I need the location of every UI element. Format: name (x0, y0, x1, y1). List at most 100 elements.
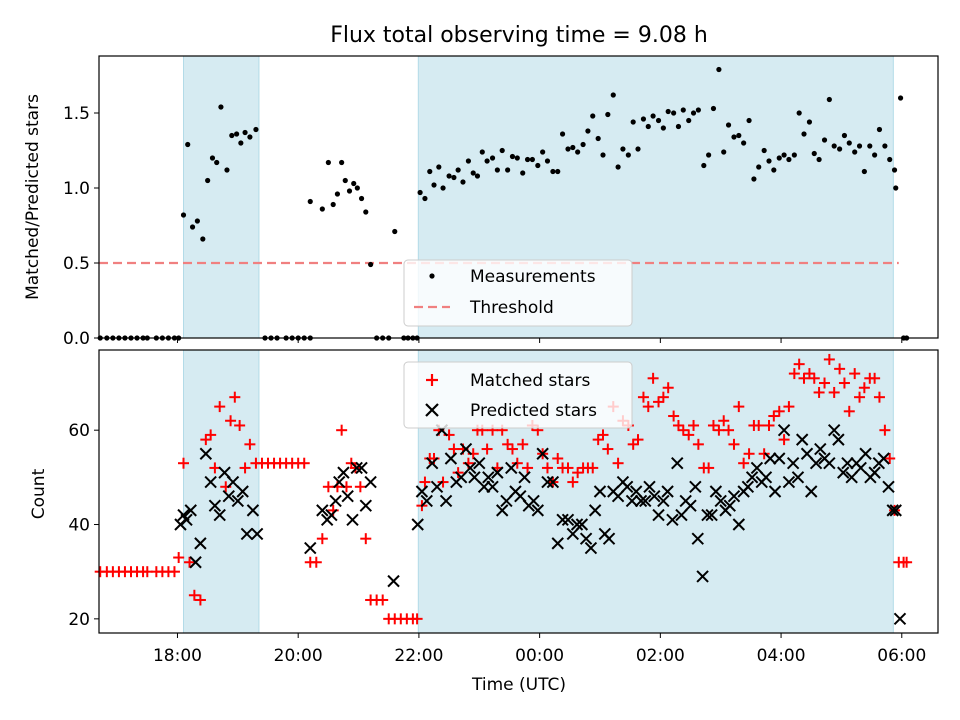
predicted-stars-point (750, 461, 764, 475)
matched-stars-point (879, 424, 891, 436)
predicted-stars-point (333, 475, 346, 489)
predicted-stars-point (204, 475, 217, 489)
top-observing-windows (183, 55, 894, 339)
predicted-stars-point-b (482, 471, 495, 484)
x-tick-label: 02:00 (636, 646, 685, 666)
predicted-stars-point-b (325, 508, 338, 522)
legend-measurements-label: Measurements (470, 267, 596, 287)
matched-stars-point (377, 594, 389, 606)
predicted-stars-point (882, 480, 895, 493)
predicted-stars-point (691, 532, 704, 545)
predicted-stars-point (531, 504, 545, 517)
bottom-y-ticks: 20 40 60 (68, 421, 99, 630)
predicted-stars-point-b (768, 485, 782, 498)
measurement-point (625, 152, 631, 158)
matched-stars-point (793, 358, 805, 370)
predicted-stars-point-b (355, 461, 368, 475)
matched-stars-point (310, 556, 322, 568)
predicted-stars-point-b (691, 532, 704, 545)
measurement-point (776, 155, 782, 161)
predicted-stars-point (705, 508, 718, 522)
predicted-stars-point (541, 475, 554, 489)
predicted-stars-point (709, 485, 723, 498)
predicted-stars-point (859, 447, 872, 460)
x-tick-label: 20:00 (274, 646, 323, 666)
predicted-stars-point (845, 471, 858, 484)
predicted-stars-point-b (620, 480, 634, 493)
predicted-stars-point-b (759, 471, 773, 484)
predicted-stars-point (809, 456, 823, 470)
top-legend-box (403, 259, 633, 327)
measurement-point (650, 113, 656, 119)
measurement-point (645, 123, 651, 130)
matched-stars-point (813, 386, 825, 398)
predicted-stars-point (430, 480, 444, 493)
predicted-stars-point-b (551, 537, 564, 550)
predicted-stars-point-b (648, 490, 661, 503)
predicted-stars-point (759, 471, 773, 484)
predicted-stars-point (415, 485, 429, 498)
predicted-stars-point-b (773, 452, 786, 465)
measurement-point (615, 164, 621, 170)
measurement-point (446, 173, 452, 179)
predicted-stars-point (588, 504, 602, 517)
measurement-point (861, 168, 867, 175)
predicted-stars-point-b (777, 423, 791, 437)
predicted-stars-point-b (208, 499, 222, 512)
matched-stars-point (612, 457, 624, 469)
measurement-point (209, 155, 216, 161)
matched-stars-point (522, 462, 534, 474)
predicted-stars-point (841, 456, 854, 470)
predicted-stars-point (893, 612, 907, 626)
measurement-point (555, 168, 561, 175)
matched-stars-point (481, 443, 493, 455)
predicted-stars-point-b (556, 513, 569, 527)
predicted-stars-point-b (709, 485, 723, 498)
measurement-point (253, 126, 259, 133)
predicted-stars-point-b (500, 494, 513, 508)
measurement-point (786, 156, 792, 163)
matched-stars-point (657, 391, 669, 403)
predicted-stars-point (337, 466, 350, 479)
x-tick-label: 00:00 (515, 646, 564, 666)
matched-stars-point (194, 594, 206, 606)
predicted-stars-point (791, 471, 805, 484)
predicted-stars-point (741, 480, 755, 493)
measurement-point (234, 131, 240, 137)
measurement-point (891, 167, 898, 173)
predicted-stars-point (868, 466, 881, 479)
measurement-point (680, 107, 686, 113)
matched-stars-point (587, 462, 599, 474)
measurement-point (852, 149, 858, 155)
matched-stars-point (168, 566, 180, 578)
measurement-point (460, 179, 466, 185)
measurement-point (565, 146, 571, 152)
predicted-stars-point (837, 466, 850, 479)
measurement-point (665, 108, 671, 115)
predicted-stars-point-b (629, 485, 643, 498)
y-tick-label: 0.0 (63, 329, 90, 349)
predicted-stars-point (886, 504, 899, 517)
matched-stars-point (653, 396, 665, 408)
predicted-stars-point (500, 494, 513, 508)
measurement-point (205, 177, 211, 184)
measurement-point (595, 135, 601, 142)
predicted-stars-point-b (236, 485, 249, 498)
predicted-stars-point-b (364, 475, 377, 489)
y-tick-label: 60 (68, 421, 90, 441)
predicted-stars-point (745, 471, 759, 484)
predicted-stars-point-b (420, 494, 433, 508)
predicted-stars-point-b (454, 471, 468, 484)
measurement-point (887, 156, 893, 163)
predicted-stars-point-b (341, 490, 354, 503)
top-y-ticks: 0.0 0.5 1.0 1.5 (63, 104, 99, 349)
predicted-stars-point (226, 475, 240, 489)
matched-stars-point (773, 405, 785, 417)
predicted-stars-point-b (661, 485, 674, 498)
predicted-stars-point (782, 475, 796, 489)
measurement-point (846, 140, 852, 146)
measurement-point (499, 147, 505, 154)
predicted-stars-point-b (666, 513, 679, 527)
matched-stars-point (768, 410, 780, 422)
predicted-stars-point (546, 475, 560, 489)
